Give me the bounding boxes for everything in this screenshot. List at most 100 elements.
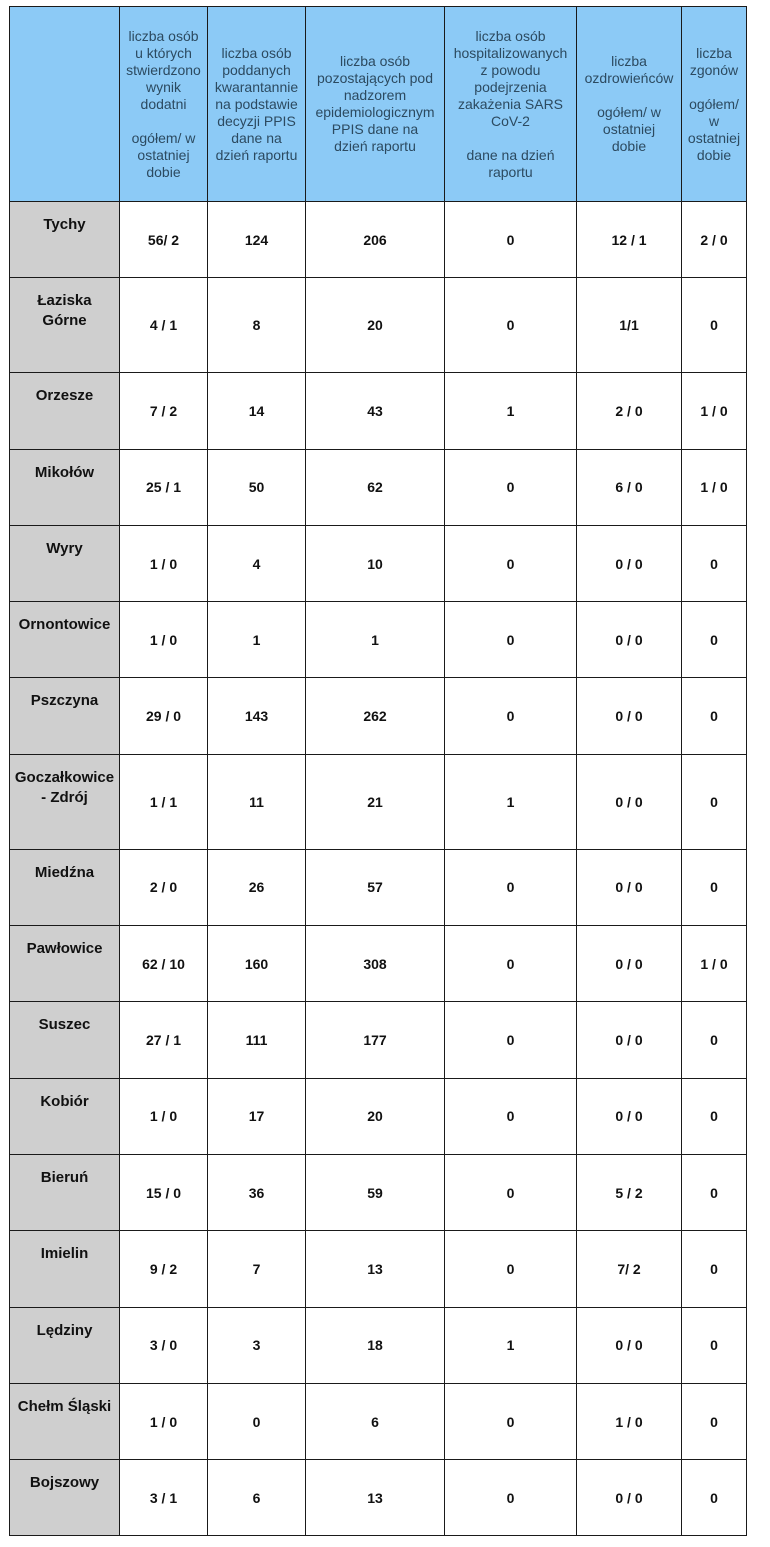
header-deaths: liczba zgonów ogółem/ w ostatniej dobie — [681, 6, 747, 202]
cell-quarantine: 0 — [207, 1382, 306, 1461]
municipality-name: Lędziny — [36, 1321, 93, 1339]
cell-recovered: 0 / 0 — [576, 1001, 682, 1079]
header-recovered: liczba ozdrowieńców ogółem/ w ostatniej … — [576, 6, 682, 202]
cell-supervision: 6 — [305, 1382, 445, 1461]
cell-quarantine: 14 — [207, 372, 306, 450]
cell-deaths: 0 — [681, 1382, 747, 1461]
header-quarantine: liczba osób poddanych kwarantannie na po… — [207, 6, 306, 202]
cell-hospitalized: 0 — [444, 677, 577, 755]
cell-quarantine: 17 — [207, 1077, 306, 1155]
header-row: liczba osób u których stwierdzono wynik … — [9, 6, 747, 202]
municipality-name: Bieruń — [40, 1168, 89, 1186]
cell-quarantine: 3 — [207, 1306, 306, 1384]
cell-hospitalized: 0 — [444, 1077, 577, 1155]
cell-quarantine: 143 — [207, 677, 306, 755]
row-name-cell: Chełm Śląski — [9, 1382, 120, 1461]
cell-supervision: 13 — [305, 1230, 445, 1308]
cell-positive: 1 / 0 — [119, 601, 208, 679]
municipality-name: Mikołów — [34, 463, 95, 481]
cell-recovered: 2 / 0 — [576, 372, 682, 450]
row-name-cell: Bojszowy — [9, 1459, 120, 1537]
row-name-cell: Goczałkowice - Zdrój — [9, 753, 120, 850]
cell-positive: 4 / 1 — [119, 277, 208, 374]
cell-hospitalized: 1 — [444, 753, 577, 850]
municipality-name: Chełm Śląski — [17, 1397, 112, 1415]
municipality-name: Miedźna — [34, 863, 95, 881]
cell-supervision: 21 — [305, 753, 445, 850]
cell-deaths: 1 / 0 — [681, 925, 747, 1003]
municipality-name: Suszec — [38, 1016, 91, 1034]
cell-recovered: 0 / 0 — [576, 753, 682, 850]
cell-hospitalized: 0 — [444, 601, 577, 679]
cell-deaths: 0 — [681, 601, 747, 679]
cell-positive: 29 / 0 — [119, 677, 208, 755]
header-hospitalized: liczba osób hospitalizowanych z powodu p… — [444, 6, 577, 202]
cell-quarantine: 124 — [207, 200, 306, 279]
municipality-name: Wyry — [46, 539, 83, 557]
cell-recovered: 0 / 0 — [576, 601, 682, 679]
row-name-cell: Kobiór — [9, 1077, 120, 1155]
cell-deaths: 1 / 0 — [681, 448, 747, 526]
cell-supervision: 177 — [305, 1001, 445, 1079]
cell-deaths: 0 — [681, 524, 747, 603]
cell-recovered: 0 / 0 — [576, 524, 682, 603]
row-name-cell: Lędziny — [9, 1306, 120, 1384]
row-name-cell: Suszec — [9, 1001, 120, 1079]
cell-positive: 27 / 1 — [119, 1001, 208, 1079]
cell-recovered: 0 / 0 — [576, 1306, 682, 1384]
cell-deaths: 0 — [681, 1001, 747, 1079]
cell-quarantine: 4 — [207, 524, 306, 603]
municipality-name: Ornontowice — [18, 616, 111, 634]
cell-positive: 7 / 2 — [119, 372, 208, 450]
row-name-cell: Pawłowice — [9, 925, 120, 1003]
row-name-cell: Bieruń — [9, 1153, 120, 1232]
cell-recovered: 0 / 0 — [576, 848, 682, 927]
cell-hospitalized: 0 — [444, 524, 577, 603]
cell-hospitalized: 0 — [444, 1153, 577, 1232]
cell-deaths: 0 — [681, 277, 747, 374]
municipality-name: Kobiór — [40, 1092, 89, 1110]
cell-deaths: 0 — [681, 1306, 747, 1384]
cell-positive: 15 / 0 — [119, 1153, 208, 1232]
cell-positive: 62 / 10 — [119, 925, 208, 1003]
cell-supervision: 13 — [305, 1459, 445, 1537]
cell-hospitalized: 0 — [444, 277, 577, 374]
cell-deaths: 0 — [681, 1459, 747, 1537]
row-name-cell: Orzesze — [9, 372, 120, 450]
cell-positive: 2 / 0 — [119, 848, 208, 927]
cell-deaths: 1 / 0 — [681, 372, 747, 450]
cell-quarantine: 6 — [207, 1459, 306, 1537]
cell-recovered: 0 / 0 — [576, 1459, 682, 1537]
cell-recovered: 6 / 0 — [576, 448, 682, 526]
cell-hospitalized: 0 — [444, 848, 577, 927]
cell-quarantine: 1 — [207, 601, 306, 679]
cell-recovered: 0 / 0 — [576, 1077, 682, 1155]
cell-recovered: 0 / 0 — [576, 677, 682, 755]
cell-deaths: 0 — [681, 848, 747, 927]
cell-quarantine: 36 — [207, 1153, 306, 1232]
cell-quarantine: 160 — [207, 925, 306, 1003]
cell-recovered: 7/ 2 — [576, 1230, 682, 1308]
cell-quarantine: 8 — [207, 277, 306, 374]
cell-hospitalized: 1 — [444, 372, 577, 450]
table-row: Łaziska Górne 4 / 1 8 20 0 1/1 0 — [9, 277, 747, 374]
cell-positive: 56/ 2 — [119, 200, 208, 279]
cell-hospitalized: 0 — [444, 448, 577, 526]
row-name-cell: Mikołów — [9, 448, 120, 526]
covid-stats-table: liczba osób u których stwierdzono wynik … — [9, 6, 747, 1537]
cell-hospitalized: 0 — [444, 200, 577, 279]
cell-quarantine: 7 — [207, 1230, 306, 1308]
cell-supervision: 10 — [305, 524, 445, 603]
cell-supervision: 308 — [305, 925, 445, 1003]
cell-supervision: 59 — [305, 1153, 445, 1232]
